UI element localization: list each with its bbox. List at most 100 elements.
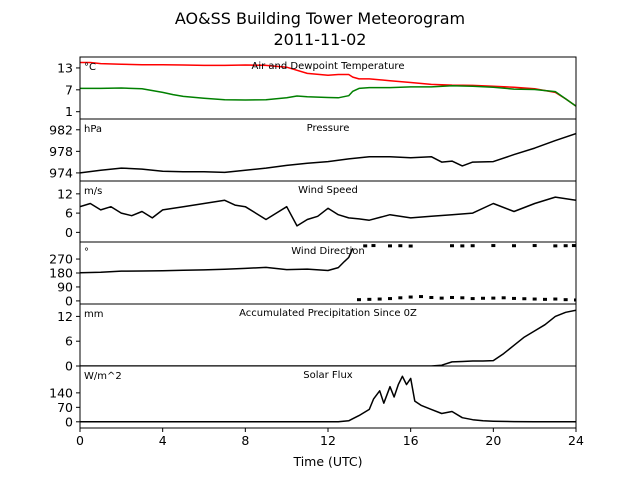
y-tick-label: 978 [49, 144, 73, 159]
y-tick-label: 270 [49, 252, 73, 267]
y-tick-label: 0 [65, 293, 73, 308]
chart-subtitle: 2011-11-02 [274, 30, 367, 49]
data-point [481, 296, 485, 300]
panel-4: 0 6 12 mm Accumulated Precipitation Since 0Z [57, 303, 577, 374]
x-axis: 0 4 8 12 16 20 24 [76, 428, 584, 448]
data-point [563, 298, 568, 302]
series-line [80, 132, 576, 174]
data-point [563, 244, 568, 248]
x-axis-label: Time (UTC) [292, 454, 362, 469]
data-point [371, 244, 376, 248]
panel-title: Air and Dewpoint Temperature [252, 61, 405, 72]
series-line [80, 85, 576, 107]
data-point [429, 295, 434, 299]
series-air [80, 61, 576, 107]
panel-2: 0 6 12 m/s Wind Speed [57, 180, 577, 243]
data-point [532, 244, 537, 248]
panel-title: Wind Direction [291, 246, 365, 257]
x-tick-label: 20 [485, 433, 501, 448]
data-point [512, 244, 516, 248]
y-tick-label: 70 [57, 400, 73, 415]
y-tick-label: 982 [49, 122, 73, 137]
data-point [377, 297, 382, 301]
data-point [574, 298, 576, 302]
panel-title: Solar Flux [303, 370, 353, 381]
y-tick-label: 140 [49, 385, 73, 400]
data-point [553, 244, 558, 248]
x-tick-label: 24 [568, 433, 584, 448]
y-tick-label: 7 [65, 82, 73, 97]
data-point [419, 295, 423, 299]
panel-1: 974 978 982 hPa Pressure [49, 118, 577, 182]
data-point [553, 297, 558, 301]
y-tick-label: 6 [65, 206, 73, 221]
data-point [388, 297, 392, 301]
data-point [522, 297, 527, 301]
data-point [512, 296, 516, 300]
data-point [460, 296, 465, 300]
panel-title: Pressure [307, 123, 350, 134]
series-precip [80, 309, 576, 366]
panel-unit: m/s [84, 186, 102, 197]
data-point [408, 244, 413, 248]
y-tick-label: 12 [57, 186, 73, 201]
series-direction_north [357, 295, 576, 302]
y-tick-label: 12 [57, 309, 73, 324]
data-point [501, 296, 506, 300]
series-line [80, 196, 576, 227]
series-line [80, 309, 576, 366]
data-point [367, 297, 372, 301]
panel-unit: ° [84, 247, 89, 258]
x-tick-label: 16 [403, 433, 419, 448]
data-point [450, 244, 454, 248]
series-line [80, 61, 576, 107]
data-point [398, 296, 403, 300]
data-point [388, 244, 392, 248]
panels: 1 7 13 °C Air and Dewpoint Temperature 974 978… [49, 56, 577, 429]
y-tick-label: 0 [65, 414, 73, 429]
data-point [460, 244, 465, 248]
y-tick-label: 0 [65, 359, 73, 374]
x-tick-label: 12 [320, 433, 336, 448]
data-point [439, 296, 444, 300]
data-point [571, 244, 576, 248]
panel-title: Wind Speed [298, 185, 358, 196]
y-tick-label: 1 [65, 104, 73, 119]
panel-unit: °C [84, 62, 96, 73]
y-tick-label: 0 [65, 225, 73, 240]
y-tick-label: 180 [49, 266, 73, 281]
data-point [470, 244, 475, 248]
data-point [491, 244, 496, 248]
chart-title: AO&SS Building Tower Meteorogram [175, 9, 465, 28]
series-solar [80, 375, 576, 423]
x-tick-label: 4 [159, 433, 167, 448]
data-point [363, 244, 368, 248]
series-direction_south [80, 247, 354, 274]
data-point [398, 244, 403, 248]
y-tick-label: 6 [65, 334, 73, 349]
panel-unit: hPa [84, 124, 102, 135]
x-tick-label: 8 [241, 433, 249, 448]
series-line [80, 375, 576, 423]
series-line [80, 247, 354, 274]
data-point [532, 297, 537, 301]
data-point [543, 297, 547, 301]
panel-unit: W/m^2 [84, 371, 122, 382]
data-point [450, 295, 454, 299]
series-direction_high [363, 244, 576, 248]
y-tick-label: 90 [57, 279, 73, 294]
series-dewpoint [80, 85, 576, 107]
series-wind_speed [80, 196, 576, 227]
y-tick-label: 13 [57, 60, 73, 75]
series-pressure [80, 132, 576, 174]
data-point [357, 298, 361, 302]
y-tick-label: 974 [49, 165, 73, 180]
panel-title: Accumulated Precipitation Since 0Z [239, 308, 417, 319]
data-point [470, 297, 475, 301]
panel-unit: mm [84, 309, 103, 320]
panel-0: 1 7 13 °C Air and Dewpoint Temperature [57, 56, 577, 120]
x-tick-label: 0 [76, 433, 84, 448]
